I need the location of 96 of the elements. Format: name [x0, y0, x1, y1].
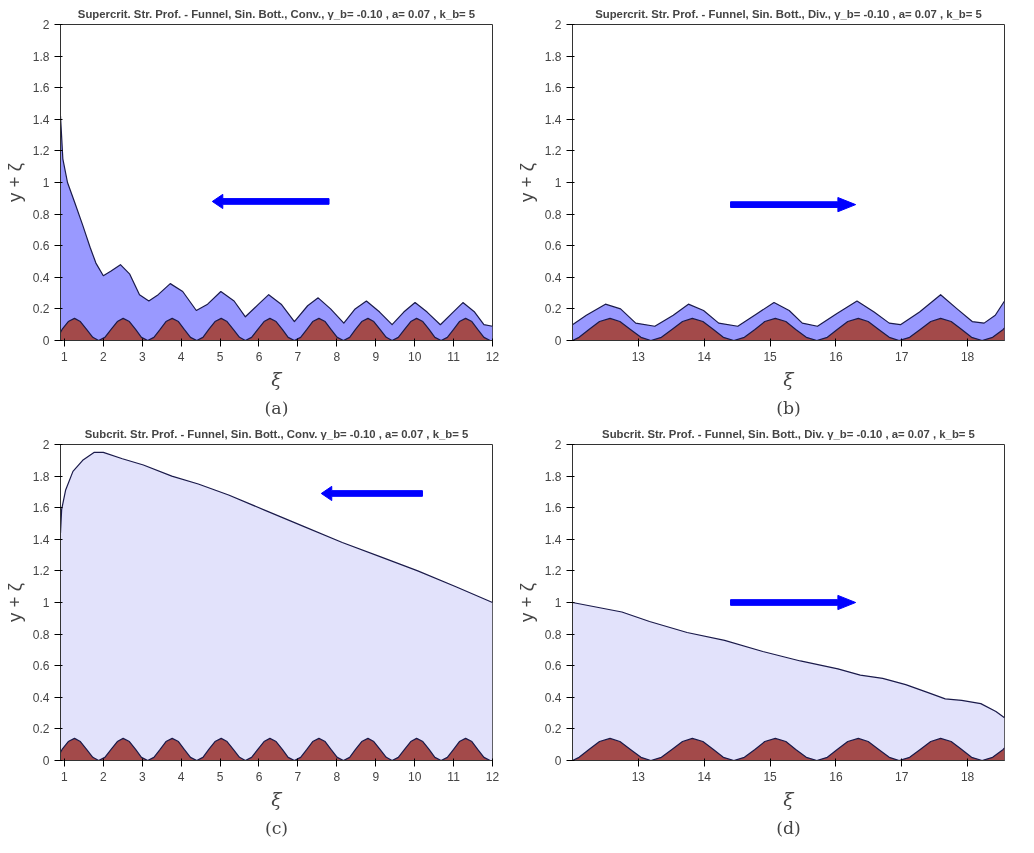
- y-tick-label: 0.8: [544, 627, 562, 642]
- x-tick-label: 1: [61, 349, 69, 364]
- x-tick-label: 7: [294, 349, 302, 364]
- y-tick-label: 0.6: [32, 659, 50, 674]
- x-tick-label: 8: [333, 349, 341, 364]
- x-tick-label: 4: [177, 769, 185, 784]
- text: (b): [776, 397, 801, 418]
- x-tick-label: 17: [895, 349, 909, 364]
- y-tick-label: 2: [42, 438, 50, 452]
- x-tick-label: 18: [960, 769, 975, 784]
- y-tick-label: 0.8: [544, 207, 562, 222]
- y-tick-label: 0.4: [32, 270, 50, 285]
- chart-title: Subcrit. Str. Prof. - Funnel, Sin. Bott., Div. γ_b= -0.10 , a= 0.07 , k_b= 5: [602, 427, 975, 440]
- x-tick-label: 5: [216, 349, 224, 364]
- y-tick-label: 1: [42, 596, 50, 610]
- y-tick-label: 1.8: [544, 49, 562, 64]
- y-tick-label: 0: [42, 754, 50, 768]
- y-tick-label: 0.2: [544, 302, 562, 317]
- text: (c): [264, 817, 289, 838]
- y-tick-label: 0.4: [32, 690, 50, 705]
- y-tick-label: 0: [42, 334, 50, 348]
- y-tick-label: 1.8: [32, 469, 50, 484]
- x-tick-label: 2: [99, 769, 107, 784]
- x-axis-title: ξ: [271, 368, 284, 390]
- y-tick-label: 0.8: [32, 207, 50, 222]
- chart-title: Supercrit. Str. Prof. - Funnel, Sin. Bott., Conv., γ_b= -0.10 , a= 0.07 , k_b= 5: [77, 7, 476, 20]
- y-tick-label: 1.8: [544, 469, 562, 484]
- y-tick-label: 1.4: [544, 112, 562, 127]
- y-tick-label: 0.2: [32, 722, 50, 737]
- x-tick-label: 15: [763, 349, 778, 364]
- x-tick-label: 11: [447, 769, 461, 784]
- y-tick-label: 0.6: [32, 239, 50, 254]
- x-tick-label: 16: [829, 349, 843, 364]
- y-tick-label: 1.4: [32, 112, 50, 127]
- x-tick-label: 6: [255, 349, 263, 364]
- y-tick-label: 0.6: [544, 659, 562, 674]
- y-tick-label: 2: [554, 438, 562, 452]
- y-tick-label: 1.2: [32, 144, 50, 159]
- chart-title: Supercrit. Str. Prof. - Funnel, Sin. Bott., Div., γ_b= -0.10 , a= 0.07 , k_b= 5: [595, 7, 982, 20]
- y-tick-label: 1.6: [32, 81, 50, 96]
- y-tick-label: 1.2: [32, 564, 50, 579]
- chart-title: Subcrit. Str. Prof. - Funnel, Sin. Bott., Conv. γ_b= -0.10 , a= 0.07 , k_b= 5: [84, 427, 469, 440]
- y-tick-label: 1.4: [32, 532, 50, 547]
- y-tick-label: 1.6: [544, 501, 562, 516]
- y-tick-label: 2: [554, 18, 562, 32]
- x-tick-label: 13: [631, 769, 646, 784]
- y-tick-label: 0.4: [544, 270, 562, 285]
- x-tick-label: 11: [447, 349, 461, 364]
- x-tick-label: 3: [138, 349, 146, 364]
- text: (a): [264, 397, 289, 418]
- x-tick-label: 7: [294, 769, 302, 784]
- x-tick-label: 5: [216, 769, 224, 784]
- x-tick-label: 14: [697, 769, 712, 784]
- x-tick-label: 13: [631, 349, 646, 364]
- y-tick-label: 0: [554, 334, 562, 348]
- x-tick-label: 3: [138, 769, 146, 784]
- x-axis-title: ξ: [271, 788, 284, 810]
- y-tick-label: 1.6: [32, 501, 50, 516]
- x-tick-label: 9: [372, 769, 380, 784]
- y-axis-title: y + ζ: [3, 163, 25, 202]
- x-tick-label: 10: [407, 769, 422, 784]
- y-tick-label: 1.2: [544, 144, 562, 159]
- y-tick-label: 2: [42, 18, 50, 32]
- x-tick-label: 16: [829, 769, 843, 784]
- x-tick-label: 12: [485, 349, 500, 364]
- x-tick-label: 15: [763, 769, 778, 784]
- x-tick-label: 1: [61, 769, 69, 784]
- y-tick-label: 1: [42, 176, 50, 190]
- y-tick-label: 0.4: [544, 690, 562, 705]
- y-axis-title: y + ζ: [515, 163, 537, 202]
- y-tick-label: 1.4: [544, 532, 562, 547]
- y-tick-label: 0: [554, 754, 562, 768]
- x-tick-label: 2: [99, 349, 107, 364]
- y-tick-label: 0.2: [544, 722, 562, 737]
- x-tick-label: 14: [697, 349, 712, 364]
- y-tick-label: 1.6: [544, 81, 562, 96]
- x-axis-title: ξ: [783, 368, 796, 390]
- y-tick-label: 1: [554, 176, 562, 190]
- x-tick-label: 17: [895, 769, 909, 784]
- x-tick-label: 8: [333, 769, 341, 784]
- y-tick-label: 0.8: [32, 627, 50, 642]
- x-axis-title: ξ: [783, 788, 796, 810]
- x-tick-label: 18: [960, 349, 975, 364]
- text: (d): [776, 817, 801, 838]
- y-axis-title: y + ζ: [515, 583, 537, 622]
- x-tick-label: 12: [485, 769, 500, 784]
- y-tick-label: 1: [554, 596, 562, 610]
- x-tick-label: 4: [177, 349, 185, 364]
- y-tick-label: 0.6: [544, 239, 562, 254]
- x-tick-label: 9: [372, 349, 380, 364]
- y-tick-label: 1.8: [32, 49, 50, 64]
- y-axis-title: y + ζ: [3, 583, 25, 622]
- y-tick-label: 1.2: [544, 564, 562, 579]
- x-tick-label: 6: [255, 769, 263, 784]
- y-tick-label: 0.2: [32, 302, 50, 317]
- x-tick-label: 10: [407, 349, 422, 364]
